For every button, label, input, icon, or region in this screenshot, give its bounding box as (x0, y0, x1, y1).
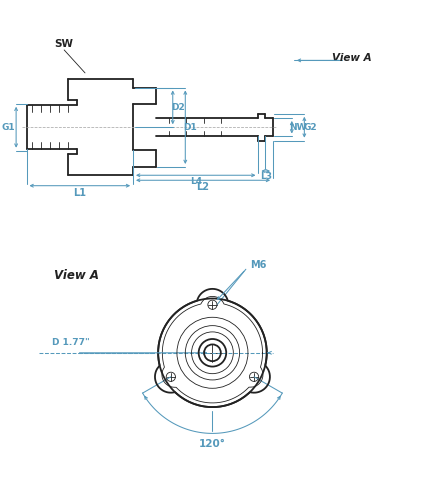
Text: G1: G1 (2, 123, 16, 132)
Text: D1: D1 (184, 123, 197, 132)
Text: D2: D2 (171, 103, 185, 112)
Text: L3: L3 (260, 171, 272, 180)
Text: SW: SW (55, 39, 74, 48)
Text: L4: L4 (189, 177, 202, 186)
Text: NW: NW (289, 123, 306, 132)
Text: M6: M6 (250, 260, 266, 270)
Text: 120°: 120° (199, 439, 226, 449)
Text: View A: View A (54, 269, 99, 282)
Text: L2: L2 (197, 182, 210, 192)
Text: G2: G2 (303, 123, 317, 132)
Text: D 1.77": D 1.77" (51, 338, 89, 347)
Text: L1: L1 (73, 188, 87, 198)
Text: View A: View A (332, 53, 371, 63)
